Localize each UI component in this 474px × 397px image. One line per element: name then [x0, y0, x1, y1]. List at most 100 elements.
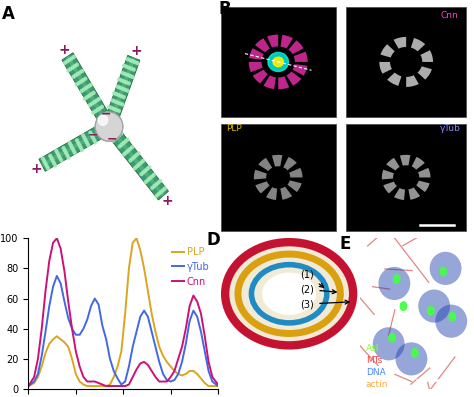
Circle shape — [150, 175, 153, 178]
Cnn — [73, 349, 79, 354]
γTub — [164, 378, 170, 382]
Text: MTs: MTs — [366, 356, 382, 365]
Cnn — [137, 361, 143, 366]
PLP — [172, 368, 177, 373]
Circle shape — [115, 93, 118, 96]
Circle shape — [84, 77, 87, 80]
Wedge shape — [292, 64, 307, 75]
Line: Cnn: Cnn — [28, 238, 218, 386]
Circle shape — [157, 193, 160, 195]
Circle shape — [159, 179, 162, 182]
γTub — [210, 379, 215, 384]
PLP — [168, 364, 173, 369]
Circle shape — [140, 173, 143, 175]
Cnn — [81, 375, 86, 380]
γTub — [160, 372, 166, 376]
Cnn — [168, 375, 173, 380]
Text: −: − — [100, 108, 111, 120]
Cnn — [149, 368, 155, 373]
Wedge shape — [283, 157, 297, 170]
Circle shape — [98, 98, 100, 100]
Circle shape — [100, 125, 103, 128]
Circle shape — [95, 112, 123, 142]
Circle shape — [114, 137, 117, 140]
FancyBboxPatch shape — [346, 7, 466, 117]
PLP — [115, 364, 120, 369]
Circle shape — [112, 139, 115, 142]
PLP — [145, 289, 151, 293]
Cnn — [35, 357, 41, 361]
Circle shape — [116, 117, 119, 120]
PLP — [149, 311, 155, 316]
Cnn — [210, 375, 215, 380]
Circle shape — [120, 79, 123, 82]
FancyBboxPatch shape — [346, 124, 466, 231]
Circle shape — [118, 134, 120, 137]
Polygon shape — [62, 53, 115, 130]
PLP — [179, 373, 185, 378]
Circle shape — [43, 159, 46, 162]
Circle shape — [94, 110, 97, 113]
γTub — [175, 372, 181, 376]
Wedge shape — [281, 35, 293, 48]
Circle shape — [116, 101, 119, 104]
Circle shape — [145, 180, 147, 183]
PLP — [62, 340, 67, 345]
Circle shape — [116, 135, 118, 139]
Wedge shape — [412, 157, 425, 170]
Circle shape — [126, 89, 129, 92]
PLP — [187, 368, 192, 373]
Circle shape — [125, 81, 128, 84]
Ellipse shape — [378, 267, 410, 300]
Circle shape — [50, 157, 53, 160]
Circle shape — [129, 59, 132, 62]
γTub — [206, 368, 211, 373]
γTub — [92, 296, 98, 301]
Circle shape — [125, 151, 128, 154]
Text: +: + — [130, 44, 142, 58]
Cnn — [26, 384, 31, 388]
Cnn — [39, 326, 45, 331]
Ellipse shape — [262, 273, 316, 315]
Circle shape — [131, 146, 134, 149]
Wedge shape — [278, 76, 289, 89]
Cnn — [122, 384, 128, 388]
Cnn — [206, 360, 211, 364]
Wedge shape — [253, 70, 268, 83]
PLP — [191, 368, 196, 373]
Circle shape — [68, 58, 71, 62]
Circle shape — [69, 67, 72, 71]
Circle shape — [148, 166, 151, 169]
Circle shape — [124, 88, 127, 91]
Circle shape — [153, 173, 155, 176]
Circle shape — [98, 107, 101, 110]
γTub — [191, 308, 196, 313]
Circle shape — [44, 162, 47, 165]
PLP — [202, 381, 208, 385]
Wedge shape — [255, 181, 270, 193]
Cnn — [179, 345, 185, 349]
γTub — [141, 308, 147, 313]
Circle shape — [121, 103, 124, 106]
Text: −: − — [87, 128, 98, 141]
Circle shape — [46, 167, 49, 170]
Cnn — [194, 299, 200, 304]
Circle shape — [89, 104, 91, 106]
Circle shape — [56, 152, 59, 155]
γTub — [103, 337, 109, 342]
Circle shape — [57, 154, 60, 157]
Circle shape — [157, 181, 160, 184]
Wedge shape — [289, 168, 302, 177]
Circle shape — [98, 115, 108, 125]
Wedge shape — [264, 75, 276, 89]
PLP — [58, 337, 64, 342]
Circle shape — [77, 82, 80, 85]
PLP — [194, 372, 200, 376]
Cnn — [92, 379, 98, 384]
PLP — [26, 384, 31, 388]
Polygon shape — [104, 122, 168, 200]
Cnn — [118, 384, 124, 388]
Circle shape — [136, 165, 138, 168]
Wedge shape — [381, 44, 395, 58]
Text: (2): (2) — [301, 285, 336, 295]
